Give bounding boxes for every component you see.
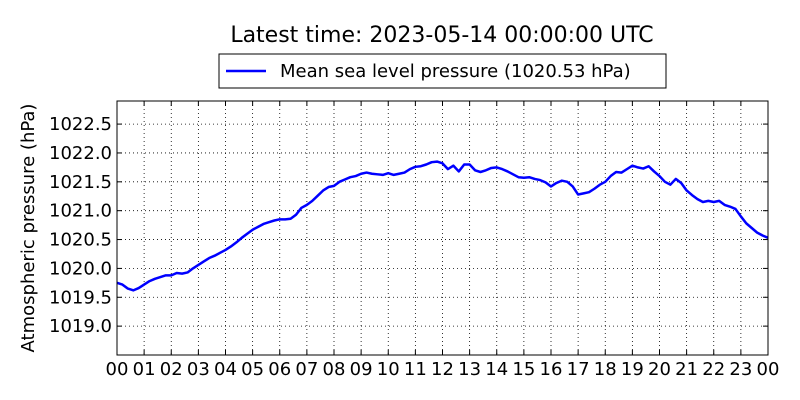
legend-box [218,53,667,89]
y-tick-label: 1019.0 [49,316,112,337]
x-tick-label: 05 [241,359,264,380]
x-tick-label: 15 [512,359,535,380]
x-tick-label: 19 [621,359,644,380]
x-tick-label: 14 [485,359,508,380]
x-tick-label: 18 [594,359,617,380]
x-tick-label: 23 [729,359,752,380]
series-line-mean-sea-level-pressure [116,160,769,292]
y-tick-label: 1022.0 [49,143,112,164]
y-tick-label: 1019.5 [49,287,112,308]
x-tick-label: 11 [404,359,427,380]
x-tick-label: 12 [431,359,454,380]
y-axis-ticks: 1019.0 1019.5 1020.0 1020.5 1021.0 1021.5 1022… [49,114,768,337]
y-tick-label: 1021.0 [49,201,112,222]
x-tick-label: 17 [567,359,590,380]
grid [117,101,768,355]
x-tick-label: 10 [377,359,400,380]
x-tick-label: 22 [702,359,725,380]
y-tick-label: 1022.5 [49,114,112,135]
x-tick-label: 03 [187,359,210,380]
legend-label: Mean sea level pressure (1020.53 hPa) [280,61,631,82]
y-tick-label: 1020.0 [49,258,112,279]
x-axis-ticks: 00 01 02 03 04 05 06 07 08 09 10 11 12 13 14 15 16 17 18 19… [106,101,780,380]
plot-frame [116,100,769,356]
y-tick-label: 1021.5 [49,172,112,193]
x-tick-label: 16 [540,359,563,380]
x-tick-label: 02 [160,359,183,380]
y-tick-label: 1020.5 [49,230,112,251]
x-tick-label: 06 [268,359,291,380]
x-tick-label: 07 [295,359,318,380]
x-tick-label: 21 [675,359,698,380]
series-layer [116,160,769,292]
x-tick-label: 13 [458,359,481,380]
x-tick-label: 09 [350,359,373,380]
legend: Mean sea level pressure (1020.53 hPa) [218,53,667,89]
y-axis-label: Atmospheric pressure (hPa) [18,104,39,353]
x-tick-label: 00 [757,359,780,380]
x-tick-label: 04 [214,359,237,380]
chart-title: Latest time: 2023-05-14 00:00:00 UTC [230,23,653,48]
x-tick-label: 08 [323,359,346,380]
x-tick-label: 01 [133,359,156,380]
x-tick-label: 00 [106,359,129,380]
x-tick-label: 20 [648,359,671,380]
